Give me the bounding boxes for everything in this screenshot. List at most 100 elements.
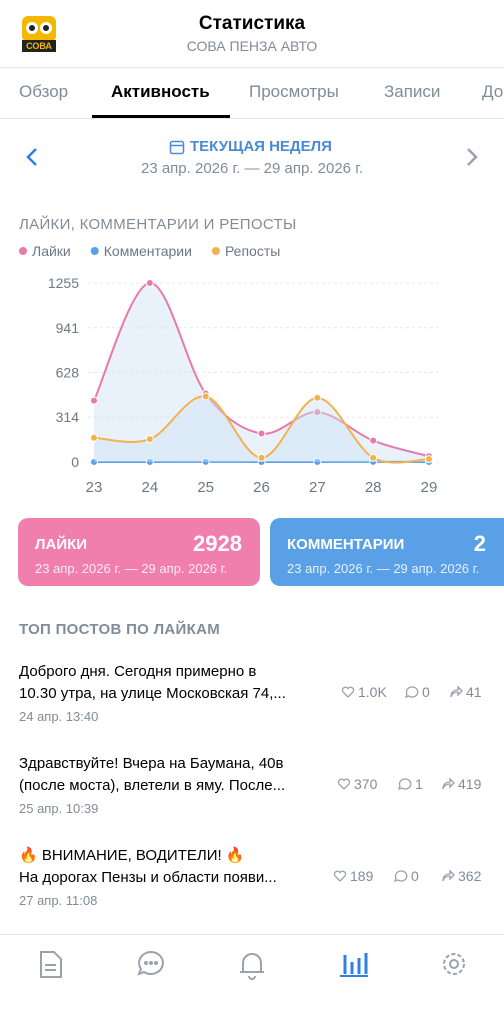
card-range: 23 апр. 2026 г. — 29 апр. 2026 г. <box>287 561 480 576</box>
series-line <box>93 281 430 458</box>
next-button[interactable] <box>462 146 482 168</box>
tab[interactable]: До <box>482 82 504 101</box>
legend-dot <box>211 247 220 255</box>
calendar-icon <box>169 140 185 155</box>
legend-label: Комментарии <box>104 243 192 259</box>
x-tick-label: 29 <box>421 479 438 496</box>
nav-notifications[interactable] <box>240 953 264 980</box>
nav-settings[interactable] <box>443 953 465 975</box>
divider <box>0 67 504 68</box>
reposts-count: 419 <box>458 776 482 792</box>
card-label: ЛАЙКИ <box>35 536 88 553</box>
x-tick-label: 27 <box>309 479 326 496</box>
series-area <box>94 396 429 463</box>
post-text[interactable]: 🔥 ВНИМАНИЕ, ВОДИТЕЛИ! 🔥 <box>19 847 245 864</box>
legend-dot <box>19 247 27 255</box>
divider <box>0 934 504 935</box>
likes-count: 189 <box>350 868 374 884</box>
x-tick-label: 26 <box>253 479 270 496</box>
point <box>145 435 154 444</box>
post-text[interactable]: (после моста), влетели в яму. После... <box>19 777 286 794</box>
post-reposts: 419 <box>441 776 481 792</box>
divider <box>0 118 504 119</box>
stat-card[interactable]: ЛАЙКИ 2928 23 апр. 2026 г. — 29 апр. 202… <box>18 518 260 586</box>
likes-icon <box>337 778 351 790</box>
reposts-count: 362 <box>458 868 482 884</box>
stat-card[interactable]: КОММЕНТАРИИ 2 23 апр. 2026 г. — 29 апр. … <box>270 518 504 586</box>
tab[interactable]: Просмотры <box>249 82 339 101</box>
point <box>201 392 210 401</box>
post-likes: 189 <box>333 868 373 884</box>
logo: СОВА <box>22 16 56 52</box>
y-tick-label: 0 <box>71 454 79 470</box>
point <box>369 436 378 445</box>
reposts-icon <box>450 685 463 698</box>
tab-indicator <box>92 115 230 118</box>
nav-posts[interactable] <box>40 951 62 978</box>
post-comments: 0 <box>405 684 430 700</box>
tab[interactable]: Обзор <box>19 82 69 101</box>
legend-label: Лайки <box>32 243 71 259</box>
y-tick-label: 1255 <box>48 275 79 291</box>
likes-count: 1.0K <box>358 684 387 700</box>
prev-button[interactable] <box>22 146 42 168</box>
post-text[interactable]: 10.30 утра, на улице Московская 74,... <box>19 685 286 702</box>
post-likes: 370 <box>337 776 377 792</box>
point <box>257 453 266 462</box>
x-tick-label: 28 <box>365 479 382 496</box>
card-value: 2 <box>473 531 486 556</box>
point <box>90 458 98 466</box>
likes-count: 370 <box>354 776 378 792</box>
post-comments: 0 <box>394 868 419 884</box>
comments-icon <box>398 778 412 791</box>
period-label[interactable]: ТЕКУЩАЯ НЕДЕЛЯ <box>190 138 332 155</box>
logo-text: СОВА <box>26 41 52 51</box>
comments-icon <box>394 870 408 883</box>
card-range: 23 апр. 2026 г. — 29 апр. 2026 г. <box>35 561 228 576</box>
nav-stats[interactable] <box>340 953 368 977</box>
point <box>145 458 154 466</box>
series-area <box>94 282 429 462</box>
point <box>313 393 322 402</box>
subtitle: СОВА ПЕНЗА АВТО <box>186 38 318 54</box>
likes-icon <box>341 686 355 698</box>
post-reposts: 41 <box>449 684 482 700</box>
point <box>313 408 322 417</box>
comments-icon <box>405 686 419 699</box>
reposts-icon <box>442 869 455 882</box>
section-title: ТОП ПОСТОВ ПО ЛАЙКАМ <box>19 621 221 638</box>
point <box>257 429 266 438</box>
post-text[interactable]: Доброго дня. Сегодня примерно в <box>19 663 257 680</box>
comments-count: 0 <box>411 868 419 884</box>
comments-count: 0 <box>422 684 430 700</box>
point <box>90 396 98 405</box>
legend-dot <box>90 247 99 255</box>
point <box>201 457 210 466</box>
tab-active[interactable]: Активность <box>111 82 210 101</box>
y-tick-label: 628 <box>56 364 80 380</box>
post-text[interactable]: На дорогах Пензы и области появи... <box>19 869 277 886</box>
point <box>369 453 378 462</box>
post-comments: 1 <box>398 776 423 792</box>
point <box>313 458 322 466</box>
bottom-nav <box>40 950 465 980</box>
y-tick-label: 941 <box>56 320 80 336</box>
x-tick-label: 24 <box>141 479 158 496</box>
x-tick-label: 25 <box>197 479 214 496</box>
post-reposts: 362 <box>441 868 481 884</box>
post-text[interactable]: Здравствуйте! Вчера на Баумана, 40в <box>19 755 284 772</box>
post-date: 25 апр. 10:39 <box>19 801 99 816</box>
card-value: 2928 <box>193 531 242 556</box>
tab[interactable]: Записи <box>384 82 441 101</box>
chart: Лайки Комментарии Репосты 0 314 628 941 1255 23 2… <box>19 243 440 496</box>
x-tick-label: 23 <box>86 479 103 496</box>
likes-icon <box>333 870 347 882</box>
point <box>145 279 154 287</box>
nav-messages[interactable] <box>137 950 164 976</box>
chart-title: ЛАЙКИ, КОММЕНТАРИИ И РЕПОСТЫ <box>19 216 297 233</box>
comments-count: 1 <box>415 776 423 792</box>
post-likes: 1.0K <box>341 684 387 700</box>
title: Статистика <box>198 13 306 34</box>
card-label: КОММЕНТАРИИ <box>287 536 405 553</box>
